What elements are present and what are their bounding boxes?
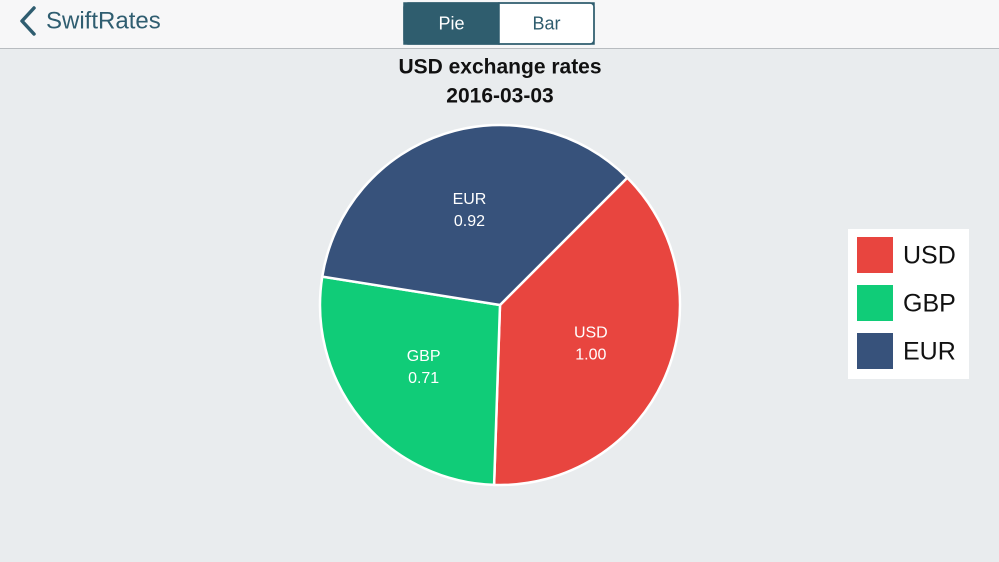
legend-label: USD [903,242,956,270]
slice-category: EUR [453,191,487,208]
legend-swatch [857,333,893,369]
tab-label[interactable]: Pie [438,13,464,33]
tab-border [403,2,595,45]
legend-label: GBP [903,290,956,318]
legend: USD GBP EUR [848,229,969,379]
slice-category: GBP [407,348,441,365]
tab-label[interactable]: Bar [532,13,560,33]
pie-slice [320,123,630,307]
segmented-control: Pie Bar [403,2,595,45]
back-chevron [20,6,36,36]
pie: USD 1.00 GBP 0.71 EUR 0.92 [318,123,682,487]
back-label[interactable]: SwiftRates [46,7,161,34]
chart-title: USD exchange rates [398,56,601,79]
slice-value: 1.00 [575,347,606,364]
legend-swatch [857,237,893,273]
pie-slice [318,275,502,487]
slice-category: USD [574,325,608,342]
legend-label: EUR [903,338,956,366]
pie-slice [492,175,682,487]
slice-value: 0.71 [408,370,439,387]
chart-subtitle: 2016-03-03 [446,85,553,108]
back-button[interactable]: SwiftRates [20,6,161,36]
slice-value: 0.92 [454,213,485,230]
legend-swatch [857,285,893,321]
